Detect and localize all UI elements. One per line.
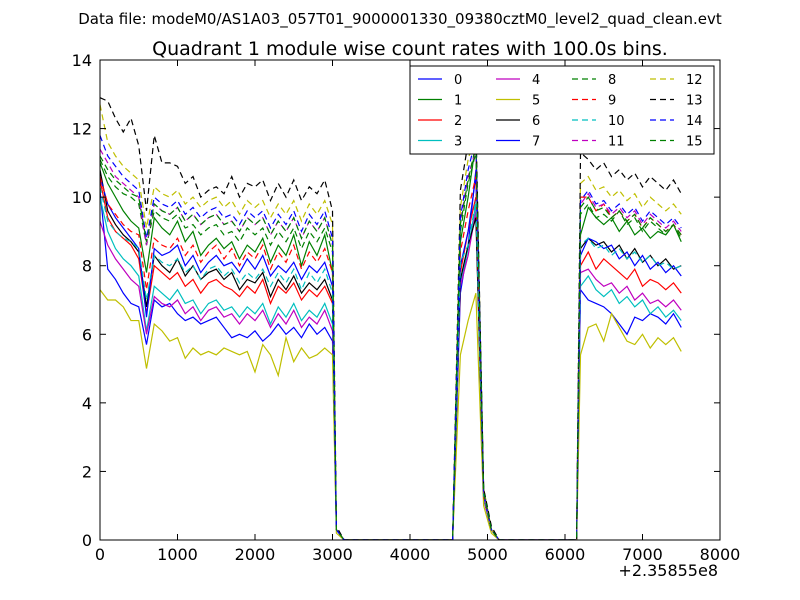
- x-tick-label: 8000: [700, 545, 741, 564]
- legend-label-13: 13: [686, 94, 703, 109]
- legend-label-14: 14: [686, 114, 703, 129]
- series-line-15: [100, 145, 682, 540]
- legend-label-5: 5: [532, 94, 540, 109]
- legend-box: [409, 65, 715, 155]
- series-line-3: [100, 197, 682, 540]
- legend-label-1: 1: [454, 94, 462, 109]
- legend-label-7: 7: [532, 135, 540, 150]
- legend-label-9: 9: [608, 94, 616, 109]
- y-tick-label: 4: [82, 394, 92, 413]
- x-tick-label: 0: [95, 545, 105, 564]
- legend-label-12: 12: [686, 73, 703, 88]
- y-tick-label: 12: [72, 120, 92, 139]
- series-line-0: [100, 169, 682, 540]
- legend-label-15: 15: [686, 135, 703, 150]
- y-tick-label: 14: [72, 51, 92, 70]
- x-tick-label: 4000: [390, 545, 431, 564]
- legend-label-0: 0: [454, 73, 462, 88]
- legend-label-3: 3: [454, 135, 462, 150]
- legend-label-2: 2: [454, 114, 462, 129]
- series-line-5: [100, 289, 682, 540]
- legend-label-6: 6: [532, 114, 540, 129]
- x-tick-label: 6000: [545, 545, 586, 564]
- file-caption: Data file: modeM0/AS1A03_057T01_90000013…: [78, 10, 722, 29]
- series-line-7: [100, 176, 682, 540]
- series-line-4: [100, 210, 682, 540]
- y-tick-label: 2: [82, 462, 92, 481]
- y-tick-label: 8: [82, 257, 92, 276]
- legend-label-11: 11: [608, 135, 625, 150]
- x-tick-label: 1000: [157, 545, 198, 564]
- series-line-14: [100, 135, 682, 540]
- x-tick-label: 5000: [467, 545, 508, 564]
- y-tick-label: 0: [82, 531, 92, 550]
- x-offset-label: +2.35855e8: [618, 561, 718, 580]
- x-tick-label: 2000: [235, 545, 276, 564]
- series-line-9: [100, 176, 682, 540]
- series-line-13: [100, 97, 682, 540]
- chart-title: Quadrant 1 module wise count rates with …: [152, 38, 668, 60]
- y-tick-label: 6: [82, 325, 92, 344]
- series-line-8: [100, 152, 682, 540]
- series-line-10: [100, 186, 682, 540]
- x-tick-label: 7000: [622, 545, 663, 564]
- y-tick-label: 10: [72, 188, 92, 207]
- series-layer: [100, 97, 682, 540]
- series-line-2: [100, 179, 682, 540]
- series-line-11: [100, 148, 682, 540]
- x-tick-label: 3000: [312, 545, 353, 564]
- series-line-1: [100, 142, 682, 540]
- series-line-12: [100, 104, 682, 540]
- legend-label-8: 8: [608, 73, 616, 88]
- legend-label-4: 4: [532, 73, 540, 88]
- axis-ticks: 0 1000 2000 3000 4000 5000 6000 7000 80000246810…: [72, 51, 741, 564]
- legend-label-10: 10: [608, 114, 625, 129]
